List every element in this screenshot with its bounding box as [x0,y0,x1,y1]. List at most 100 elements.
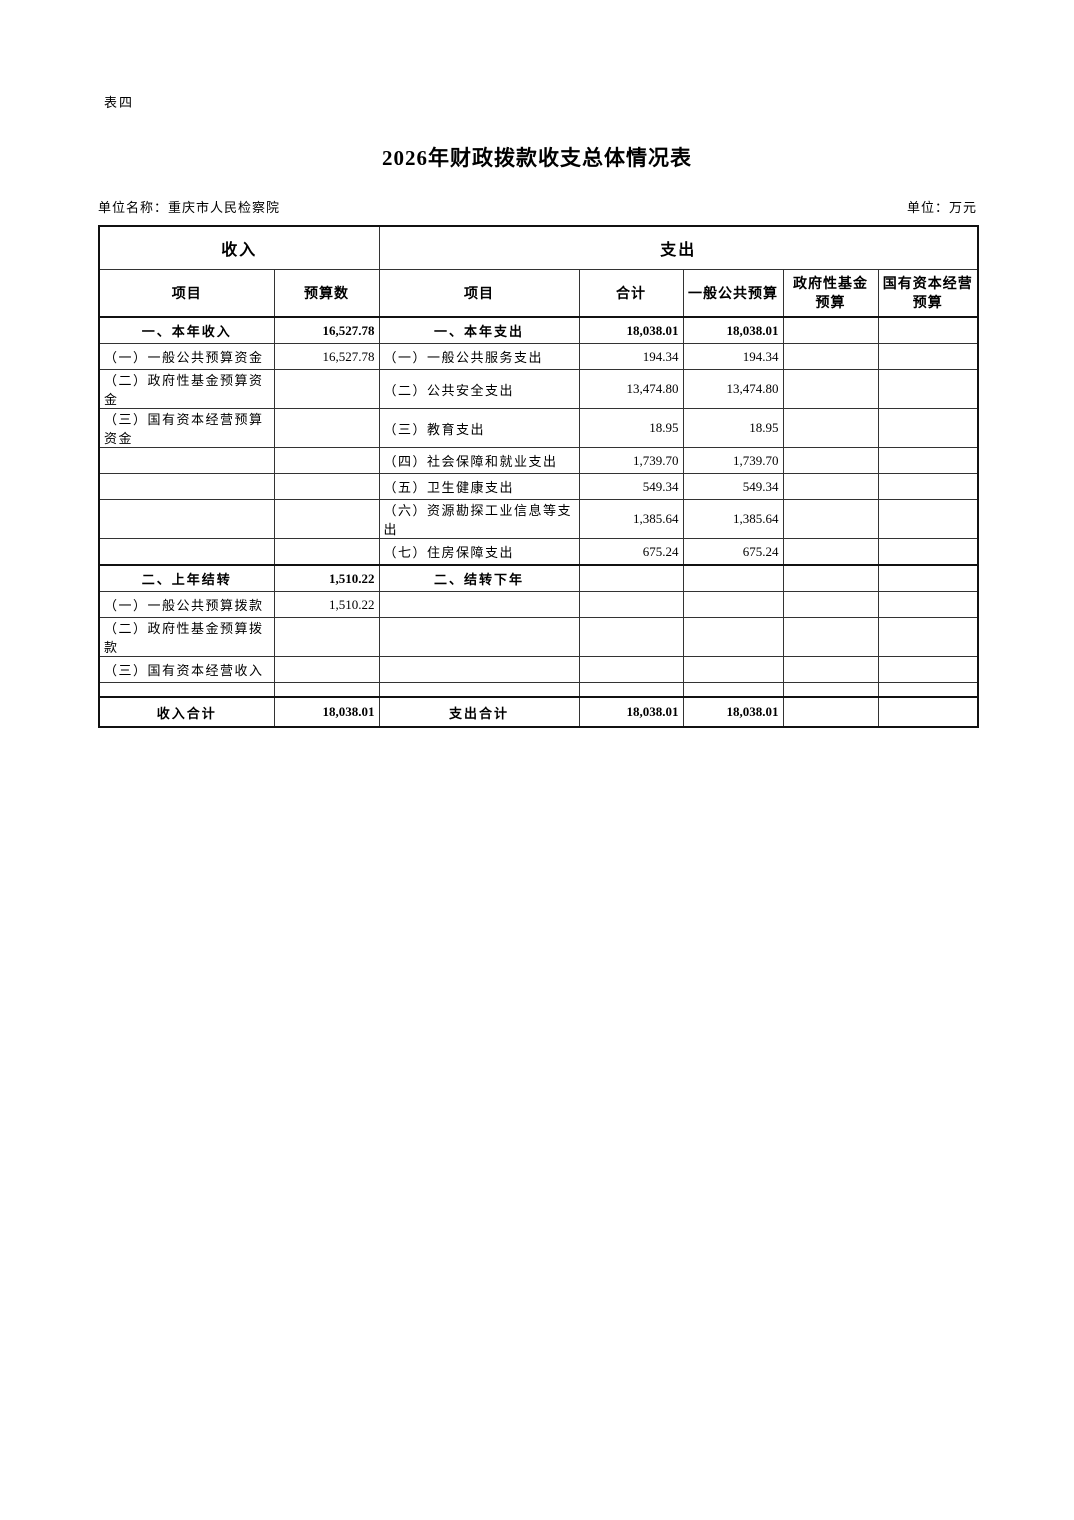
cell-expenditure-state-capital [877,343,979,370]
cell-expenditure-item [378,591,580,618]
cell-expenditure-item: 一、本年支出 [378,316,580,344]
cell-expenditure-total: 18.95 [578,408,684,448]
cell-expenditure-gov-fund [782,316,879,344]
cell-income-item [98,538,275,566]
cell-expenditure-total: 549.34 [578,473,684,500]
cell-income-item: 二、上年结转 [98,564,275,592]
cell-expenditure-item [378,617,580,657]
cell-expenditure-item: （六）资源勘探工业信息等支出 [378,499,580,539]
cell-expenditure-general-public: 13,474.80 [682,369,784,409]
cell-expenditure-gov-fund [782,369,879,409]
cell-expenditure-item: （五）卫生健康支出 [378,473,580,500]
cell-expenditure-general-public: 18,038.01 [682,696,784,728]
cell-income-total-label: 收入合计 [98,696,275,728]
unit-name-label: 单位名称：重庆市人民检察院 [98,200,281,215]
cell-income-budget [273,499,380,539]
income-group-header: 收入 [98,225,380,270]
cell-expenditure-general-public: 194.34 [682,343,784,370]
cell-income-budget: 16,527.78 [273,316,380,344]
table-row: （二）政府性基金预算拨款 [98,617,979,657]
cell-income-item [98,473,275,500]
cell-expenditure-state-capital [877,316,979,344]
cell-expenditure-total [578,564,684,592]
cell-income-item [98,447,275,474]
expenditure-group-header: 支出 [378,225,979,270]
cell-expenditure-total [578,656,684,683]
cell-expenditure-gov-fund [782,343,879,370]
cell-income-budget [273,682,380,698]
cell-expenditure-total: 1,739.70 [578,447,684,474]
table-group-header-row: 收入 支出 [98,225,979,270]
cell-expenditure-state-capital [877,369,979,409]
cell-expenditure-general-public: 1,739.70 [682,447,784,474]
cell-income-budget: 1,510.22 [273,564,380,592]
cell-expenditure-gov-fund [782,499,879,539]
col-header-income-budget: 预算数 [273,269,380,318]
cell-expenditure-general-public [682,656,784,683]
cell-expenditure-general-public: 675.24 [682,538,784,566]
cell-expenditure-item: （三）教育支出 [378,408,580,448]
cell-income-budget [273,369,380,409]
table-row: （三）国有资本经营预算资金 （三）教育支出 18.95 18.95 [98,408,979,448]
cell-expenditure-general-public [682,564,784,592]
cell-expenditure-state-capital [877,591,979,618]
table-row: （六）资源勘探工业信息等支出 1,385.64 1,385.64 [98,499,979,539]
cell-expenditure-gov-fund [782,656,879,683]
cell-expenditure-state-capital [877,682,979,698]
cell-expenditure-state-capital [877,617,979,657]
sheet-label: 表四 [104,95,135,110]
cell-expenditure-item [378,656,580,683]
cell-income-item: （一）一般公共预算拨款 [98,591,275,618]
table-row: （七）住房保障支出 675.24 675.24 [98,538,979,566]
col-header-general-public-budget: 一般公共预算 [682,269,784,318]
cell-income-budget [273,447,380,474]
table-row: （二）政府性基金预算资金 （二）公共安全支出 13,474.80 13,474.… [98,369,979,409]
col-header-gov-fund-budget: 政府性基金预算 [782,269,879,318]
cell-income-item: （二）政府性基金预算拨款 [98,617,275,657]
cell-income-budget [273,617,380,657]
table-row: （四）社会保障和就业支出 1,739.70 1,739.70 [98,447,979,474]
cell-expenditure-general-public: 18,038.01 [682,316,784,344]
cell-expenditure-item: 二、结转下年 [378,564,580,592]
cell-expenditure-gov-fund [782,473,879,500]
cell-expenditure-general-public: 1,385.64 [682,499,784,539]
cell-expenditure-total-label: 支出合计 [378,696,580,728]
cell-expenditure-total: 194.34 [578,343,684,370]
cell-income-budget [273,656,380,683]
cell-expenditure-item: （一）一般公共服务支出 [378,343,580,370]
cell-income-budget [273,408,380,448]
cell-expenditure-state-capital [877,538,979,566]
table-row: （三）国有资本经营收入 [98,656,979,683]
cell-income-budget: 16,527.78 [273,343,380,370]
table-row: （一）一般公共预算拨款 1,510.22 [98,591,979,618]
table-row: 一、本年收入 16,527.78 一、本年支出 18,038.01 18,038… [98,316,979,344]
cell-expenditure-item: （四）社会保障和就业支出 [378,447,580,474]
cell-expenditure-gov-fund [782,564,879,592]
cell-expenditure-state-capital [877,408,979,448]
cell-expenditure-gov-fund [782,591,879,618]
cell-expenditure-total: 13,474.80 [578,369,684,409]
cell-income-item: （三）国有资本经营预算资金 [98,408,275,448]
cell-income-item: （一）一般公共预算资金 [98,343,275,370]
cell-expenditure-total [578,682,684,698]
cell-expenditure-total: 675.24 [578,538,684,566]
col-header-state-capital-budget: 国有资本经营预算 [877,269,979,318]
cell-expenditure-item [378,682,580,698]
table-row [98,682,979,698]
cell-expenditure-gov-fund [782,447,879,474]
cell-expenditure-state-capital [877,564,979,592]
cell-expenditure-gov-fund [782,408,879,448]
cell-expenditure-total [578,617,684,657]
cell-expenditure-state-capital [877,447,979,474]
cell-expenditure-state-capital [877,696,979,728]
page-title: 2026年财政拨款收支总体情况表 [382,146,692,170]
cell-expenditure-gov-fund [782,682,879,698]
budget-table: 收入 支出 项目 预算数 项目 合计 一般公共预算 政府性基金预算 国有资本经营… [98,225,980,728]
col-header-expenditure-item: 项目 [378,269,580,318]
col-header-expenditure-total: 合计 [578,269,684,318]
cell-income-item [98,499,275,539]
unit-info-row: 单位名称：重庆市人民检察院 单位：万元 [98,197,977,216]
table-row: （五）卫生健康支出 549.34 549.34 [98,473,979,500]
cell-expenditure-general-public: 18.95 [682,408,784,448]
